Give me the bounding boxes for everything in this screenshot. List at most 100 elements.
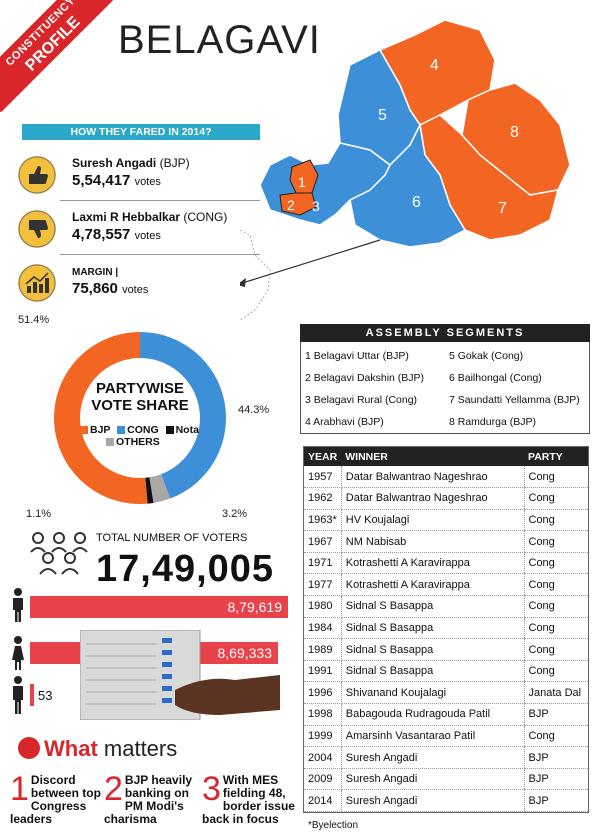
- col-party: PARTY: [524, 447, 588, 466]
- party-cell: Cong: [523, 573, 588, 597]
- margin-label: MARGIN |: [72, 267, 119, 278]
- map-label-6: 6: [412, 194, 421, 211]
- winner-cell: HV Koujalagi: [341, 509, 524, 532]
- map-label-2: 2: [287, 197, 295, 213]
- what-matters-title: What matters: [18, 736, 177, 762]
- table-row: 1999 Amarsinh Vasantarao Patil Cong: [304, 725, 588, 748]
- matter-item-3: 3 With MES fielding 48, border issue back…: [202, 772, 296, 826]
- year-cell: 1963*: [304, 509, 342, 532]
- female-icon: [12, 636, 24, 670]
- table-row: 1962 Datar Balwantrao Nageshrao Cong: [304, 487, 588, 510]
- nota-pct-label: 1.1%: [26, 508, 52, 520]
- map-label-1: 1: [298, 174, 306, 190]
- segment-item: 1 Belagavi Uttar (BJP): [305, 350, 409, 362]
- party-cell: BJP: [523, 703, 588, 726]
- col-winner: WINNER: [341, 447, 524, 466]
- margin-block: MARGIN | 75,860 votes: [18, 262, 278, 306]
- year-cell: 2004: [304, 746, 342, 769]
- legend-nota: Nota: [175, 424, 199, 436]
- party-cell: Cong: [523, 638, 588, 661]
- evm-machine-illustration: [80, 630, 280, 720]
- assembly-segments-box: 1 Belagavi Uttar (BJP) 2 Belagavi Dakshi…: [300, 342, 590, 434]
- matter-item-2: 2 BJP heavily banking on PM Modi's charis…: [104, 770, 198, 826]
- fared-heading: HOW THEY FARED IN 2014?: [22, 124, 260, 140]
- table-row: 1980 Sidnal S Basappa Cong: [304, 595, 588, 618]
- table-row: 1971 Kotrashetti A Karavirappa Cong: [304, 552, 588, 575]
- table-row: 2004 Suresh Angadi BJP: [304, 746, 588, 769]
- segment-item: 8 Ramdurga (BJP): [449, 416, 536, 428]
- legend-swatch-cong: [117, 426, 126, 435]
- what-matters-rest: matters: [103, 736, 178, 761]
- party-cell: Cong: [523, 595, 588, 618]
- table-row: 1977 Kotrashetti A Karavirappa Cong: [304, 573, 588, 597]
- year-cell: 1980: [304, 595, 342, 618]
- matter-number-1: 1: [10, 770, 29, 808]
- map-label-3: 3: [312, 198, 320, 214]
- female-voters-count: 8,69,333: [217, 645, 273, 661]
- male-voters-count: 8,79,619: [227, 599, 283, 615]
- year-cell: 1998: [304, 703, 342, 726]
- col-year: YEAR: [304, 447, 342, 466]
- party-cell: Cong: [523, 487, 588, 510]
- divider: [60, 254, 260, 255]
- constituency-map: 1 2 3 4 5 6 7 8: [240, 19, 571, 321]
- winner-votes: 5,54,417: [72, 172, 131, 189]
- table-row: 2014 Suresh Angadi BJP: [304, 789, 588, 812]
- winner-party: (BJP): [159, 156, 190, 170]
- winner-cell: Sidnal S Basappa: [341, 595, 524, 618]
- map-segment-2: [279, 192, 317, 216]
- winner-cell: Sidnal S Basappa: [341, 660, 524, 683]
- others-pct-label: 3.2%: [222, 508, 248, 520]
- runner-name: Laxmi R Hebbalkar: [72, 210, 181, 224]
- segment-item: 4 Arabhavi (BJP): [305, 416, 384, 428]
- male-icon: [13, 588, 23, 622]
- legend-cong: CONG: [127, 424, 159, 436]
- runner-votes-unit: votes: [134, 230, 161, 242]
- table-row: 1996 Shivanand Koujalagi Janata Dal: [304, 681, 588, 705]
- table-row: 1963* HV Koujalagi Cong: [304, 509, 588, 532]
- other-gender-icon: [13, 676, 23, 714]
- year-cell: 1989: [304, 638, 342, 661]
- year-cell: 1984: [304, 617, 342, 640]
- matter-text-3: With MES fielding 48, border issue back …: [202, 773, 295, 826]
- other-voters-count: 53: [38, 688, 53, 703]
- locator-arrow: [240, 239, 381, 285]
- segment-item: 7 Saundatti Yellamma (BJP): [449, 394, 580, 406]
- matter-number-2: 2: [104, 770, 123, 808]
- what-matters-bold: What: [44, 736, 98, 761]
- party-cell: Cong: [523, 660, 588, 683]
- runner-party: (CONG): [183, 210, 228, 224]
- party-cell: Cong: [523, 466, 588, 489]
- winner-cell: Shivanand Koujalagi: [341, 681, 524, 705]
- constituency-profile-ribbon: CONSTITUENCY PROFILE: [0, 0, 122, 113]
- table-row: 1984 Sidnal S Basappa Cong: [304, 617, 588, 640]
- map-label-8: 8: [510, 124, 519, 141]
- runner-block: Laxmi R Hebbalkar (CONG) 4,78,557 votes: [18, 208, 278, 252]
- table-row: 1967 NM Nabisab Cong: [304, 530, 588, 553]
- table-row: 1989 Sidnal S Basappa Cong: [304, 638, 588, 661]
- winner-cell: Suresh Angadi: [341, 746, 524, 769]
- legend-swatch-others: [106, 438, 114, 447]
- winner-cell: Amarsinh Vasantarao Patil: [341, 725, 524, 748]
- page-title: BELAGAVI: [118, 18, 321, 62]
- year-cell: 1991: [304, 660, 342, 683]
- party-cell: Janata Dal: [523, 681, 588, 705]
- karnataka-outline: [240, 229, 271, 321]
- donut-slice-others: [149, 474, 171, 503]
- year-cell: 1967: [304, 530, 342, 553]
- thumbs-down-icon: [18, 210, 56, 248]
- donut-slice-cong: [140, 332, 226, 499]
- table-row: 1998 Babagouda Rudragouda Patil BJP: [304, 703, 588, 726]
- party-cell: BJP: [523, 746, 588, 769]
- bjp-pct-label: 51.4%: [18, 314, 50, 326]
- thumbs-up-icon: [18, 156, 56, 194]
- year-cell: 1996: [304, 681, 342, 705]
- party-cell: BJP: [523, 768, 588, 791]
- winner-cell: Kotrashetti A Karavirappa: [341, 573, 524, 597]
- what-matters-icon: [18, 737, 40, 759]
- table-row: 1957 Datar Balwantrao Nageshrao Cong: [304, 466, 588, 489]
- map-label-5: 5: [378, 107, 387, 124]
- legend-swatch-nota: [165, 426, 174, 435]
- matter-item-1: 1 Discord between top Congress leaders: [10, 770, 102, 826]
- assembly-segments-heading: ASSEMBLY SEGMENTS: [300, 324, 590, 342]
